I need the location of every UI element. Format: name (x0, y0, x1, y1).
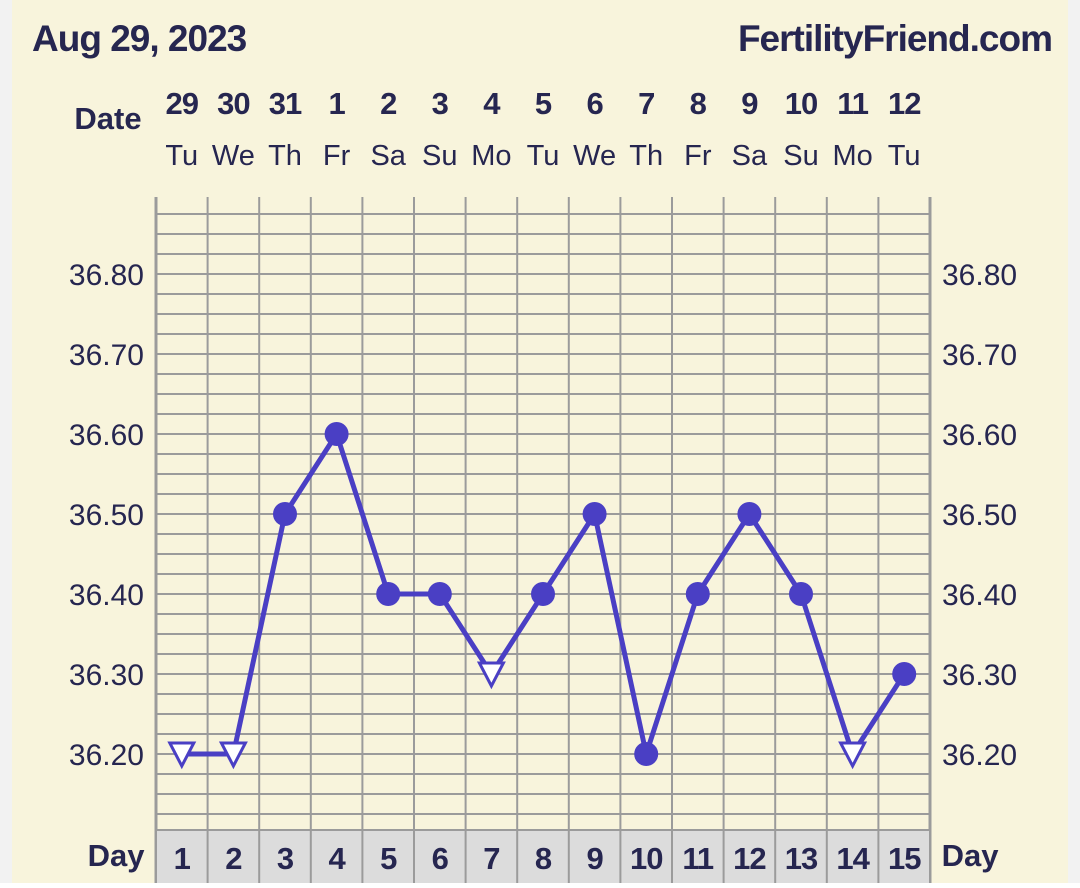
cycle-day-label: 13 (785, 841, 818, 876)
data-point-circle (737, 502, 762, 526)
data-point-circle (685, 582, 710, 606)
date-label: 29 (166, 86, 199, 121)
data-point-triangle (476, 661, 506, 690)
cycle-day-label: 12 (733, 841, 765, 876)
weekday-label: Tu (165, 140, 198, 172)
cycle-day-label: 4 (328, 841, 346, 876)
y-tick-label-left: 36.80 (69, 259, 144, 292)
cycle-day-label: 2 (225, 841, 241, 876)
weekday-label: Sa (732, 140, 768, 172)
weekday-label: Th (629, 140, 663, 172)
cycle-day-label: 9 (586, 841, 603, 876)
weekday-label: Tu (527, 140, 560, 172)
weekday-label: Tu (888, 140, 921, 172)
y-tick-label-left: 36.70 (69, 339, 144, 372)
y-axis-left: 36.80 36.70 36.60 36.50 36.40 36.30 36.20 (69, 259, 144, 772)
data-point-circle (427, 582, 452, 606)
y-tick-label-right: 36.80 (942, 259, 1017, 292)
date-label: 9 (741, 86, 758, 121)
data-point-circle (376, 582, 401, 606)
date-label: 30 (217, 86, 249, 121)
date-labels: 29 30 31 1 2 3 4 5 6 7 8 9 10 11 12 (166, 86, 922, 121)
date-label: 7 (638, 86, 654, 121)
cycle-day-label: 8 (535, 841, 552, 876)
data-point-triangle (167, 741, 197, 770)
y-tick-label-right: 36.60 (942, 419, 1017, 452)
weekday-label: Th (268, 140, 302, 172)
weekday-label: Mo (471, 140, 511, 172)
cycle-day-label: 15 (888, 841, 921, 876)
data-point-circle (273, 502, 297, 526)
cycle-day-label: 14 (836, 841, 870, 876)
weekday-label: Su (422, 140, 457, 172)
day-row-label-right: Day (942, 838, 1000, 873)
y-tick-label-right: 36.40 (942, 579, 1017, 612)
date-label: 1 (328, 86, 345, 121)
day-row-background (156, 830, 930, 883)
y-tick-label-left: 36.50 (69, 499, 144, 532)
date-title: Aug 29, 2023 (32, 18, 247, 59)
y-tick-label-left: 36.30 (69, 659, 144, 692)
date-label: 6 (586, 86, 603, 121)
cycle-day-label: 1 (174, 841, 191, 876)
data-point-triangle (218, 741, 248, 770)
weekday-label: Sa (370, 140, 406, 172)
cycle-day-label: 3 (277, 841, 294, 876)
date-label: 4 (483, 86, 501, 121)
data-point-circle (789, 582, 813, 606)
cycle-day-label: 11 (682, 841, 714, 876)
y-axis-right: 36.80 36.70 36.60 36.50 36.40 36.30 36.20 (942, 259, 1017, 772)
weekday-label: We (212, 140, 255, 172)
data-point-circle (324, 422, 349, 446)
date-label: 11 (837, 86, 869, 121)
data-point-triangle (838, 741, 868, 770)
y-tick-label-right: 36.30 (942, 659, 1017, 692)
y-tick-label-right: 36.20 (942, 739, 1017, 772)
chart-background (12, 0, 1068, 883)
y-tick-label-left: 36.60 (69, 419, 144, 452)
weekday-label: Su (783, 140, 818, 172)
date-label: 12 (888, 86, 920, 121)
data-point-circle (531, 582, 555, 606)
data-point-circle (582, 502, 607, 526)
y-tick-label-right: 36.70 (942, 339, 1017, 372)
cycle-day-label: 7 (483, 841, 499, 876)
weekday-label: Fr (684, 140, 712, 172)
date-label: 31 (269, 86, 302, 121)
data-point-circle (634, 742, 659, 766)
cycle-day-label: 10 (630, 841, 662, 876)
y-tick-label-right: 36.50 (942, 499, 1017, 532)
cycle-day-label: 5 (380, 841, 397, 876)
cycle-day-label: 6 (432, 841, 449, 876)
y-tick-label-left: 36.20 (69, 739, 144, 772)
brand-name: FertilityFriend.com (738, 18, 1052, 59)
weekday-label: Fr (323, 140, 351, 172)
weekday-label: Mo (832, 140, 872, 172)
date-label: 10 (785, 86, 817, 121)
weekday-label: We (573, 140, 616, 172)
temperature-series (167, 422, 917, 770)
day-row-label-left: Day (88, 838, 146, 873)
date-label: 8 (690, 86, 707, 121)
data-point-circle (892, 662, 917, 686)
date-label: 5 (535, 86, 552, 121)
y-tick-label-left: 36.40 (69, 579, 144, 612)
date-label: 3 (432, 86, 449, 121)
date-label: 2 (380, 86, 396, 121)
weekday-labels: Tu We Th Fr Sa Su Mo Tu We Th Fr Sa Su Mo Tu (165, 140, 920, 172)
date-row-label: Date (74, 101, 141, 136)
day-row: 1 2 3 4 5 6 7 8 9 10 11 12 13 14 15 (155, 829, 931, 883)
